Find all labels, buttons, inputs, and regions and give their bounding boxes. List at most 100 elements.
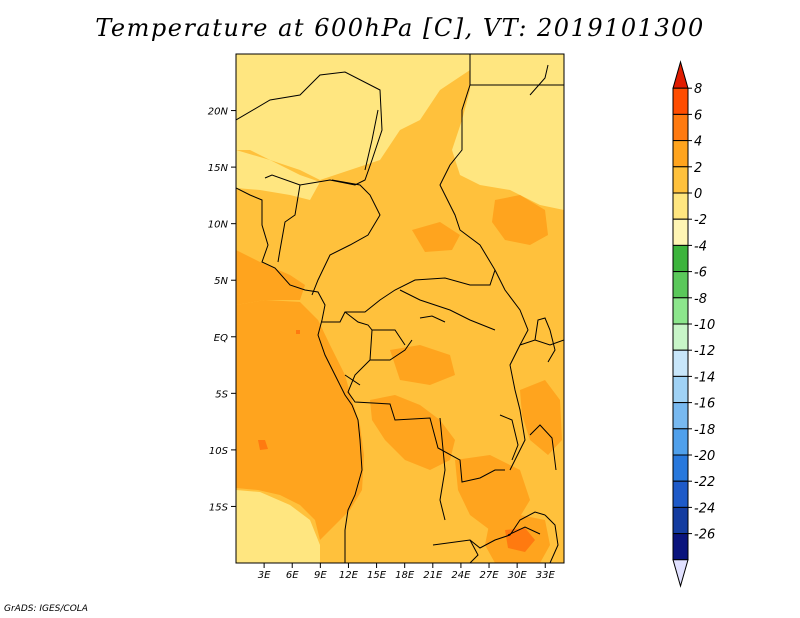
colorbar-bin-5 bbox=[672, 192, 689, 220]
y-tick-label-20N: 20N bbox=[208, 107, 229, 118]
y-tick-label-5S: 5S bbox=[215, 389, 228, 400]
x-tick-label-3E: 3E bbox=[258, 570, 271, 581]
colorbar-bin-2 bbox=[672, 113, 689, 142]
colorbar-label: -20 bbox=[694, 449, 715, 464]
colorbar-label: -12 bbox=[694, 344, 715, 359]
border-line-1 bbox=[236, 187, 363, 563]
x-tick-label-27E: 27E bbox=[480, 570, 500, 581]
warm-low-northeast bbox=[452, 54, 564, 210]
colorbar-label: 8 bbox=[694, 82, 702, 97]
colorbar-bin-16 bbox=[672, 480, 689, 508]
y-tick-label-15N: 15N bbox=[208, 163, 229, 174]
border-line-20 bbox=[499, 414, 519, 461]
hot-spot-southeast bbox=[505, 528, 535, 552]
colorbar-bottom-arrow bbox=[672, 559, 689, 588]
colorbar-label: -22 bbox=[694, 475, 715, 490]
colorbar-top-arrow bbox=[672, 60, 689, 89]
border-line-6 bbox=[364, 109, 379, 171]
x-axis: 3E 6E 9E 12E 15E 18E 21E 24E 27E 30E 33E bbox=[258, 563, 556, 581]
colorbar-label: -6 bbox=[694, 266, 707, 281]
border-line-8 bbox=[529, 64, 549, 96]
colorbar-label: -26 bbox=[694, 528, 715, 543]
y-axis: 20N 15N 10N 5N EQ 5S 10S 15S bbox=[208, 107, 236, 513]
warm-low-sahel bbox=[236, 150, 320, 200]
y-tick-label-10N: 10N bbox=[208, 220, 229, 231]
border-line-24 bbox=[469, 539, 479, 563]
warm-tanzania bbox=[520, 380, 562, 455]
border-line-19 bbox=[419, 315, 446, 323]
y-tick-label-5N: 5N bbox=[214, 276, 228, 287]
warm-low-southwest bbox=[236, 490, 320, 563]
colorbar-bin-17 bbox=[672, 506, 689, 535]
x-tick-label-24E: 24E bbox=[451, 570, 471, 581]
x-tick-label-30E: 30E bbox=[508, 570, 528, 581]
grads-credit: GrADS: IGES/COLA bbox=[4, 604, 88, 614]
colorbar-label: -10 bbox=[694, 318, 715, 333]
border-line-11 bbox=[432, 511, 546, 549]
colorbar-bin-3 bbox=[672, 140, 689, 168]
x-tick-label-9E: 9E bbox=[314, 570, 327, 581]
x-tick-label-21E: 21E bbox=[423, 570, 443, 581]
colorbar-label: -24 bbox=[694, 501, 715, 516]
colorbar-bin-15 bbox=[672, 454, 689, 482]
country-borders bbox=[236, 54, 564, 563]
colorbar-label: -4 bbox=[694, 239, 707, 254]
border-line-21 bbox=[529, 424, 557, 471]
warm-congo-patch bbox=[390, 345, 455, 385]
border-line-18 bbox=[372, 329, 406, 346]
x-tick-label-33E: 33E bbox=[536, 570, 556, 581]
map-frame bbox=[235, 53, 565, 564]
map-title: Temperature at 600hPa [C], VT: 201910130… bbox=[95, 14, 705, 42]
colorbar-bin-12 bbox=[672, 375, 689, 404]
border-line-15 bbox=[399, 289, 496, 331]
x-tick-label-18E: 18E bbox=[395, 570, 415, 581]
colorbar-bin-8 bbox=[672, 271, 689, 299]
border-line-10 bbox=[439, 417, 446, 521]
border-line-9 bbox=[344, 311, 505, 483]
colorbar-label: -2 bbox=[694, 213, 707, 228]
colorbar-label: -16 bbox=[694, 397, 715, 412]
colorbar-label: 4 bbox=[694, 135, 702, 150]
border-line-12 bbox=[494, 269, 529, 471]
border-line-13 bbox=[519, 339, 564, 346]
warm-low-north bbox=[236, 54, 470, 180]
colorbar-bin-7 bbox=[672, 244, 689, 273]
x-tick-label-6E: 6E bbox=[286, 570, 299, 581]
border-line-3 bbox=[277, 184, 301, 263]
colorbar-label: -14 bbox=[694, 370, 715, 385]
y-tick-label-10S: 10S bbox=[209, 446, 229, 457]
hot-spot-gulf bbox=[296, 330, 300, 334]
colorbar-label: -8 bbox=[694, 292, 707, 307]
warm-angola bbox=[370, 395, 455, 470]
warm-gulf bbox=[236, 250, 305, 305]
border-line-5 bbox=[322, 54, 496, 323]
y-tick-label-15S: 15S bbox=[209, 502, 229, 513]
colorbar-bin-1 bbox=[672, 87, 689, 115]
temperature-field bbox=[236, 54, 564, 563]
hot-spot-atlantic bbox=[258, 440, 268, 450]
x-tick-label-15E: 15E bbox=[367, 570, 387, 581]
border-line-4 bbox=[311, 179, 381, 296]
x-tick-label-12E: 12E bbox=[339, 570, 359, 581]
border-line-14 bbox=[534, 317, 556, 363]
colorbar-label: 2 bbox=[694, 161, 702, 176]
colorbar-label: -18 bbox=[694, 423, 715, 438]
colorbar-bin-13 bbox=[672, 402, 689, 430]
warm-sudan-patch bbox=[492, 195, 548, 245]
colorbar-bin-9 bbox=[672, 297, 689, 325]
colorbar-bin-6 bbox=[672, 218, 689, 246]
colorbar-label: 6 bbox=[694, 108, 702, 123]
warm-zambia bbox=[455, 455, 530, 530]
colorbar-bin-18 bbox=[672, 533, 689, 561]
warm-atlantic bbox=[236, 300, 364, 540]
border-line-23 bbox=[507, 526, 541, 536]
y-tick-label-EQ: EQ bbox=[214, 333, 228, 344]
border-line-22 bbox=[544, 514, 559, 563]
colorbar: 8 6 4 2 0 -2 -4 -6 -8 -10 -12 -14 -16 -18 -20 -22 -24 -26 bbox=[672, 60, 715, 588]
border-line-17 bbox=[370, 339, 413, 361]
colorbar-bin-11 bbox=[672, 349, 689, 377]
border-line-16 bbox=[344, 374, 361, 386]
border-line-2 bbox=[236, 71, 383, 186]
colorbar-label: 0 bbox=[694, 187, 702, 202]
